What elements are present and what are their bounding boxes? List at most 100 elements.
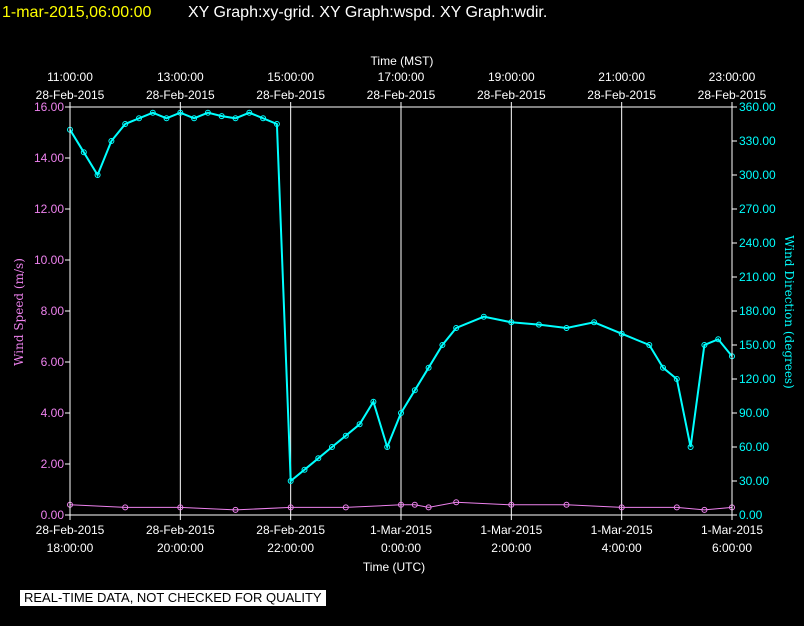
gridlines	[179, 107, 623, 515]
direction-point	[411, 387, 418, 394]
direction-point	[646, 342, 653, 348]
direction-point	[177, 109, 184, 116]
direction-point	[301, 466, 308, 473]
direction-point	[122, 121, 129, 127]
direction-point	[136, 115, 142, 122]
top-tick-date: 28-Feb-2015	[367, 88, 436, 102]
right-axis-title: Wind Direction (degrees)	[782, 235, 796, 389]
direction-point	[204, 109, 211, 116]
direction-point	[563, 325, 570, 331]
direction-point	[329, 444, 335, 450]
speed-point	[508, 501, 515, 508]
left-tick-label: 14.00	[34, 151, 64, 165]
right-tick-label: 330.00	[739, 134, 776, 148]
bottom-tick-time: 18:00:00	[47, 541, 94, 555]
top-tick-time: 13:00:00	[157, 70, 204, 84]
direction-point	[439, 342, 446, 348]
direction-point	[508, 319, 515, 326]
direction-point	[80, 149, 87, 156]
direction-point	[94, 172, 101, 178]
direction-point	[384, 444, 391, 450]
right-axis: 0.00 30.00 60.00 90.00 120.00 150.00 180.00 210…	[732, 100, 776, 522]
bottom-tick-time: 22:00:00	[267, 541, 314, 555]
direction-point	[687, 444, 694, 450]
bottom-tick-time: 0:00:00	[381, 541, 421, 555]
top-tick-date: 28-Feb-2015	[256, 88, 325, 102]
speed-point	[122, 504, 129, 511]
speed-point	[618, 504, 625, 511]
bottom-tick-time: 4:00:00	[602, 541, 642, 555]
direction-point	[191, 115, 198, 122]
direction-point	[315, 455, 322, 462]
left-tick-label: 10.00	[34, 253, 64, 267]
header-timestamp: 1-mar-2015,06:00:00	[2, 4, 152, 21]
direction-point	[287, 478, 294, 484]
right-tick-label: 120.00	[739, 372, 776, 386]
right-tick-label: 60.00	[739, 440, 769, 454]
quality-disclaimer: REAL-TIME DATA, NOT CHECKED FOR QUALITY	[20, 590, 326, 606]
right-tick-label: 150.00	[739, 338, 776, 352]
bottom-tick-time: 2:00:00	[491, 541, 531, 555]
right-tick-label: 0.00	[739, 508, 763, 522]
left-tick-label: 6.00	[41, 355, 65, 369]
speed-series-line	[69, 501, 733, 511]
speed-point	[563, 501, 570, 508]
bottom-axis: 28-Feb-2015 18:00:00 28-Feb-2015 20:00:00 28…	[36, 515, 763, 555]
direction-point	[342, 432, 349, 439]
direction-point	[425, 364, 432, 371]
left-axis-title: Wind Speed (m/s)	[12, 258, 26, 366]
speed-point	[701, 506, 708, 513]
top-tick-time: 11:00:00	[47, 70, 93, 84]
top-tick-date: 28-Feb-2015	[698, 88, 767, 102]
right-tick-label: 210.00	[739, 270, 776, 284]
bottom-tick-date: 1-Mar-2015	[701, 523, 763, 537]
left-tick-label: 2.00	[41, 457, 65, 471]
direction-point	[370, 398, 377, 405]
direction-series	[67, 109, 735, 484]
direction-point	[108, 138, 115, 144]
direction-point	[163, 115, 170, 122]
direction-point	[660, 364, 666, 371]
direction-point	[715, 336, 722, 343]
direction-point	[260, 115, 267, 122]
direction-point	[232, 115, 239, 122]
top-axis-title: Time (MST)	[371, 54, 434, 68]
direction-point	[356, 421, 363, 428]
left-tick-label: 4.00	[41, 406, 65, 420]
right-tick-label: 30.00	[739, 474, 769, 488]
top-axis: 11:00:00 28-Feb-2015 13:00:00 28-Feb-2015 15…	[36, 70, 767, 107]
speed-point	[673, 504, 680, 511]
speed-point	[177, 504, 184, 511]
direction-point	[398, 410, 404, 416]
direction-point	[218, 113, 225, 120]
top-tick-time: 21:00:00	[598, 70, 645, 84]
header-graph-names: XY Graph:xy-grid. XY Graph:wspd. XY Grap…	[188, 4, 547, 21]
left-tick-label: 0.00	[41, 508, 65, 522]
bottom-tick-date: 1-Mar-2015	[370, 523, 432, 537]
speed-point	[425, 504, 432, 511]
top-tick-time: 15:00:00	[267, 70, 314, 84]
top-tick-date: 28-Feb-2015	[587, 88, 656, 102]
direction-point	[535, 321, 542, 328]
bottom-tick-time: 20:00:00	[157, 541, 204, 555]
direction-point	[246, 109, 253, 116]
direction-point	[273, 121, 280, 127]
speed-point	[453, 499, 460, 506]
direction-point	[618, 330, 625, 337]
speed-point	[342, 504, 349, 511]
left-axis: 0.00 2.00 4.00 6.00 8.00 10.00 12.00 14.00 16.00	[34, 100, 70, 522]
speed-point	[287, 504, 294, 511]
top-tick-time: 23:00:00	[709, 70, 756, 84]
bottom-tick-date: 28-Feb-2015	[36, 523, 105, 537]
direction-point	[453, 325, 460, 331]
left-tick-label: 8.00	[41, 304, 65, 318]
direction-point	[701, 342, 708, 348]
speed-point	[398, 501, 404, 508]
bottom-tick-date: 28-Feb-2015	[256, 523, 325, 537]
bottom-axis-title: Time (UTC)	[363, 560, 425, 574]
top-tick-time: 17:00:00	[378, 70, 425, 84]
left-tick-label: 12.00	[34, 202, 64, 216]
left-tick-label: 16.00	[34, 100, 64, 114]
bottom-tick-time: 6:00:00	[712, 541, 752, 555]
